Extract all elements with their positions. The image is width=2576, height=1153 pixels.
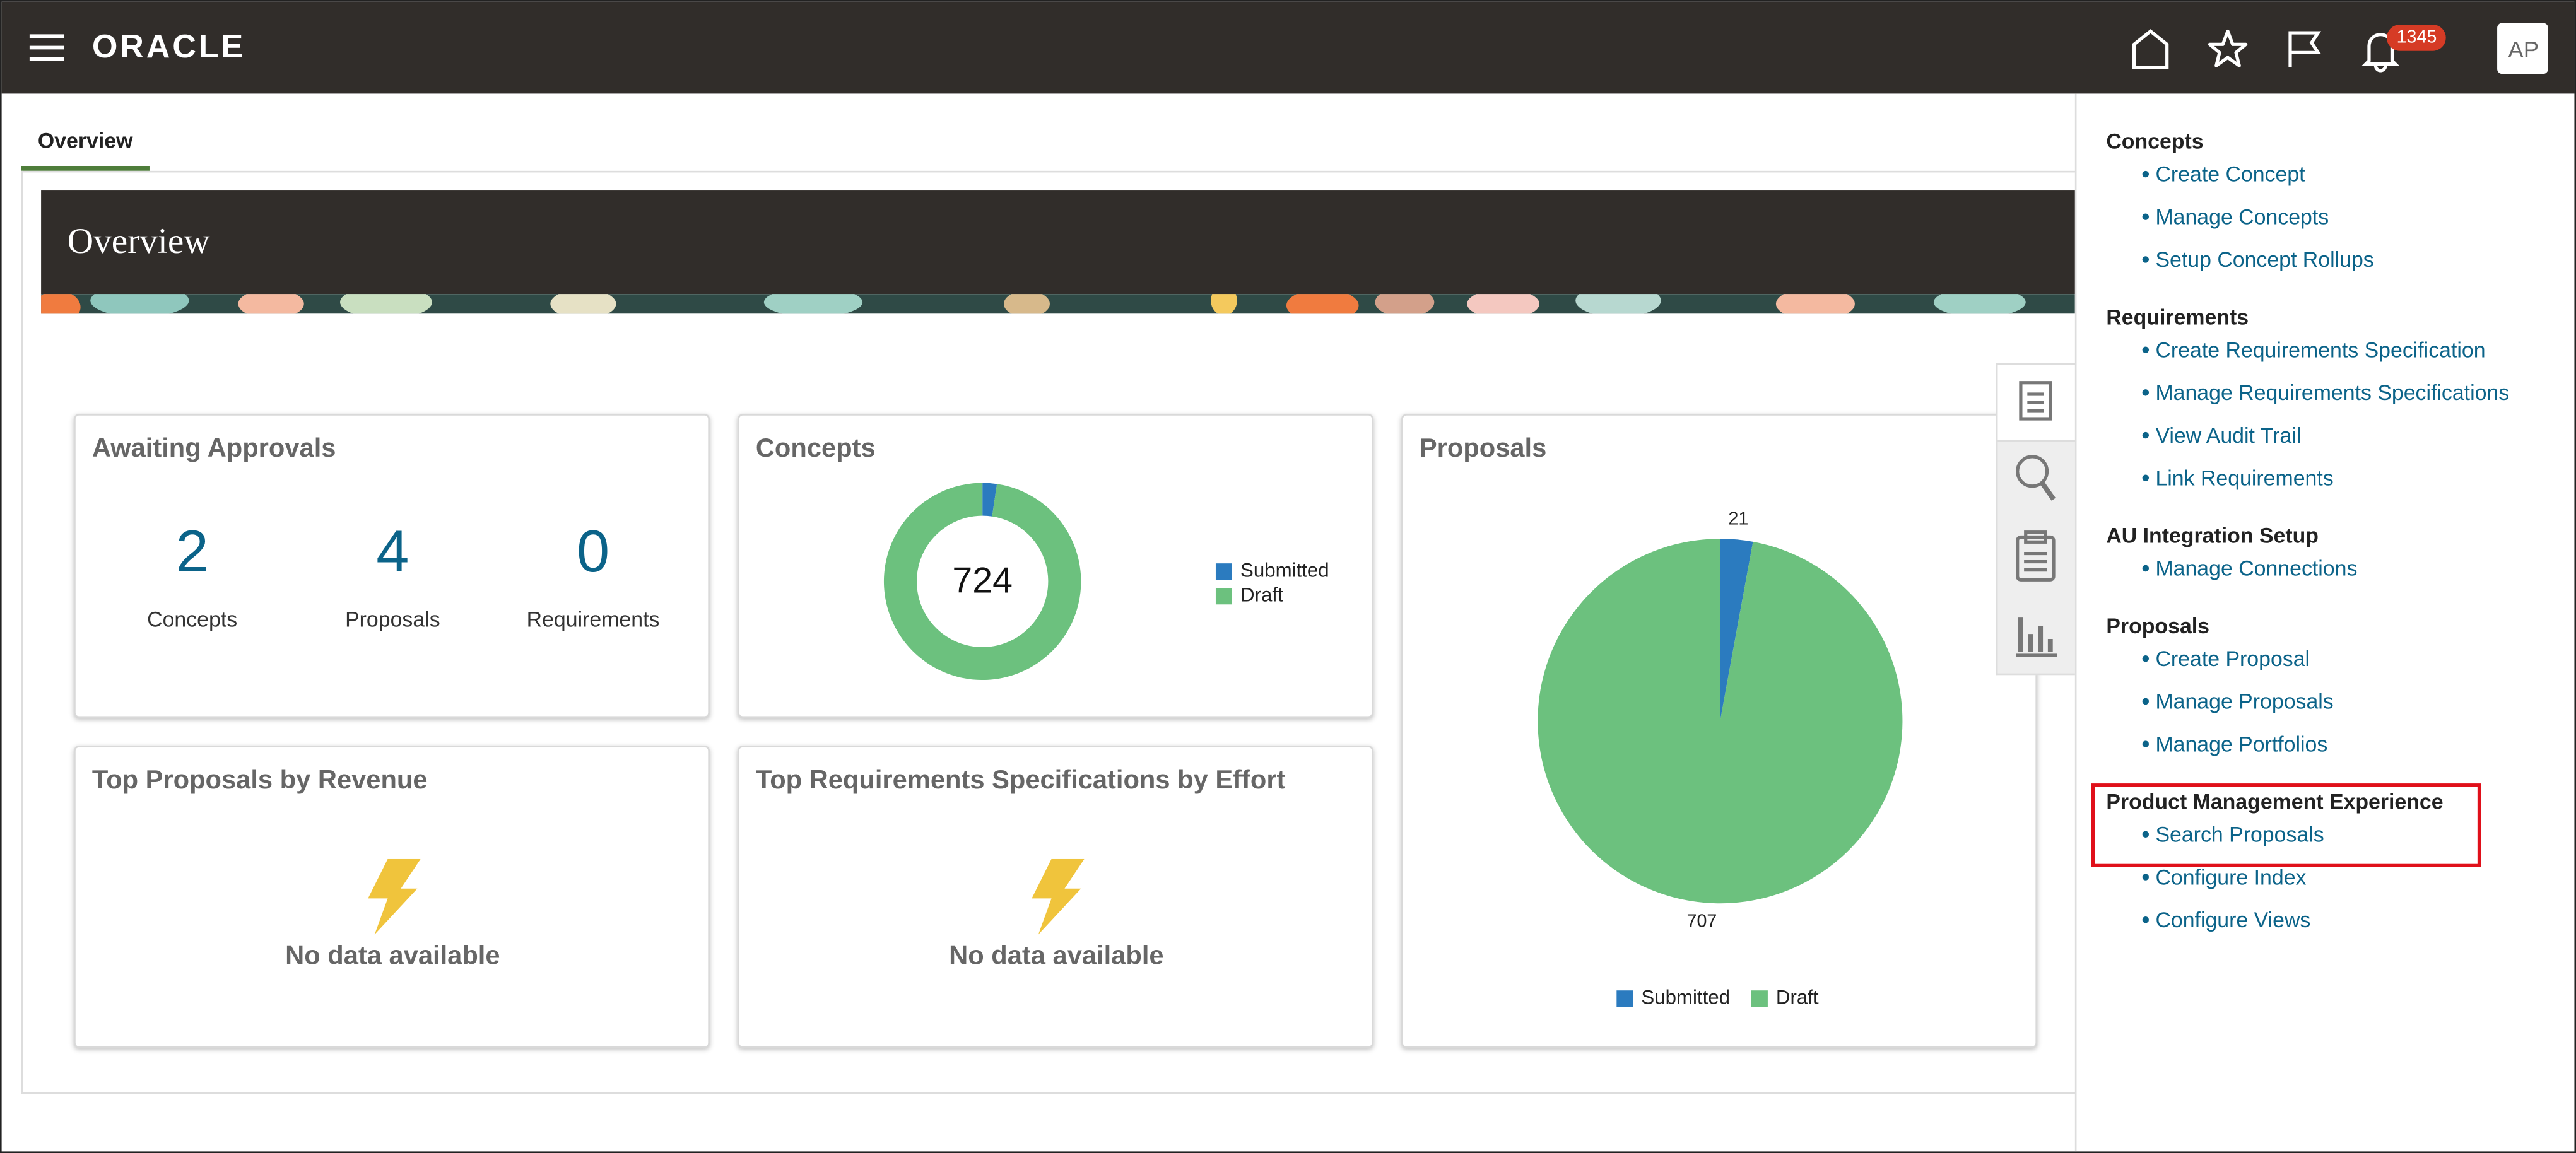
slice-label: 21 xyxy=(1728,509,1748,529)
card-title: Concepts xyxy=(755,435,876,464)
legend-label: Submitted xyxy=(1240,559,1329,581)
approval-count[interactable]: 2 xyxy=(175,517,209,585)
link-bullet xyxy=(2142,474,2150,481)
slice xyxy=(1720,539,1753,722)
awaiting-card: Awaiting Approvals 2 Concepts 4 Proposals 0 R… xyxy=(74,414,710,718)
nav-link[interactable]: Manage Proposals xyxy=(2155,689,2334,714)
link-bullet xyxy=(2142,874,2150,881)
side-panel: Concepts Create Concept Manage Concepts Set… xyxy=(2074,93,2575,1152)
legend-label: Draft xyxy=(1240,584,1283,606)
chart: Submitted Draft 724 xyxy=(883,483,1329,681)
legend-swatch xyxy=(1215,563,1233,580)
concepts-card: Concepts Submitted Draft 724 xyxy=(738,414,1373,718)
legend-swatch xyxy=(1616,990,1633,1007)
nav-link[interactable]: Configure Index xyxy=(2155,865,2307,890)
tool-icons xyxy=(2016,381,2057,657)
top-effort-card: Top Requirements Specifications by Effor… xyxy=(738,746,1373,1048)
favorites-icon[interactable] xyxy=(2208,29,2248,67)
legend-swatch xyxy=(1751,990,1768,1007)
analytics-icon[interactable] xyxy=(2016,617,2057,657)
donut-total: 724 xyxy=(952,561,1013,601)
content-frame xyxy=(21,170,2077,1094)
slice xyxy=(1538,539,1903,904)
card-title: Top Requirements Specifications by Effor… xyxy=(755,767,1286,795)
banner-title: Overview xyxy=(67,219,210,262)
no-data-message: No data available xyxy=(949,942,1164,971)
header xyxy=(1,1,2575,94)
card-title: Proposals xyxy=(1419,435,1547,464)
link-bullet xyxy=(2142,346,2150,353)
nav-link[interactable]: Setup Concept Rollups xyxy=(2155,247,2374,272)
menu-icon[interactable] xyxy=(28,31,67,64)
nav-link[interactable]: Search Proposals xyxy=(2155,822,2324,847)
logo[interactable]: ORACLE xyxy=(91,29,246,66)
section-title: Concepts xyxy=(2106,129,2204,154)
nav-link[interactable]: Manage Portfolios xyxy=(2155,732,2328,757)
tab[interactable]: Overview xyxy=(37,128,133,153)
card-title: Top Proposals by Revenue xyxy=(91,767,428,795)
nav-link[interactable]: Manage Requirements Specifications xyxy=(2155,380,2510,405)
link-bullet xyxy=(2142,916,2150,923)
section-title: Product Management Experience xyxy=(2106,789,2444,814)
nav-link[interactable]: Create Concept xyxy=(2155,161,2305,187)
link-bullet xyxy=(2142,389,2150,396)
legend-label: Submitted xyxy=(1641,986,1730,1008)
slice xyxy=(883,483,1081,681)
tab-underline xyxy=(21,166,150,171)
link-bullet xyxy=(2142,565,2150,572)
home-icon[interactable] xyxy=(2132,29,2169,69)
tasks-icon[interactable] xyxy=(2019,381,2052,421)
approval-label: Concepts xyxy=(147,607,238,632)
nav-link[interactable]: Manage Connections xyxy=(2155,556,2358,581)
link-bullet xyxy=(2142,740,2150,747)
chart: 21 Submitted 707 Draft xyxy=(1538,509,1903,1008)
nav-link[interactable]: View Audit Trail xyxy=(2155,423,2302,448)
link-bullet xyxy=(2142,831,2150,838)
notification-badge[interactable]: 1345 xyxy=(2386,25,2447,51)
approval-count[interactable]: 0 xyxy=(576,517,610,585)
section-title: Requirements xyxy=(2106,305,2249,330)
top-revenue-card: Top Proposals by Revenue No data availab… xyxy=(74,746,710,1048)
header-icons xyxy=(2132,29,2399,73)
link-bullet xyxy=(2142,213,2150,220)
card-title: Awaiting Approvals xyxy=(91,435,336,464)
approval-count[interactable]: 4 xyxy=(376,517,409,585)
link-bullet xyxy=(2142,256,2150,263)
link-bullet xyxy=(2142,170,2150,178)
slice xyxy=(982,483,997,517)
legend-swatch xyxy=(1215,588,1233,605)
link-bullet xyxy=(2142,655,2150,662)
no-data-icon xyxy=(1032,858,1085,935)
nav-link[interactable]: Link Requirements xyxy=(2155,465,2334,491)
section-title: AU Integration Setup xyxy=(2106,523,2319,548)
avatar[interactable] xyxy=(2497,23,2548,74)
search-icon[interactable] xyxy=(2016,455,2049,488)
nav-link[interactable]: Create Requirements Specification xyxy=(2155,337,2486,363)
slice-label: 707 xyxy=(1687,911,1717,932)
no-data-message: No data available xyxy=(285,942,500,971)
link-bullet xyxy=(2142,698,2150,705)
approval-label: Proposals xyxy=(345,607,440,632)
proposals-card: Proposals 21 Submitted 707 Draft xyxy=(1401,414,2037,1048)
legend-label: Draft xyxy=(1776,986,1819,1008)
no-data-icon xyxy=(368,858,421,935)
approval-label: Requirements xyxy=(526,607,660,632)
flag-icon[interactable] xyxy=(2288,31,2322,67)
nav-link[interactable]: Manage Concepts xyxy=(2155,204,2329,230)
highlight-box xyxy=(2091,783,2481,867)
section-title: Proposals xyxy=(2106,613,2210,638)
banner-strip xyxy=(41,294,2075,314)
clipboard-icon[interactable] xyxy=(2016,535,2056,582)
banner xyxy=(41,190,2075,295)
link-bullet xyxy=(2142,431,2150,439)
nav-link[interactable]: Create Proposal xyxy=(2155,646,2310,671)
avatar-initials: AP xyxy=(2508,36,2539,62)
nav-link[interactable]: Configure Views xyxy=(2155,907,2311,932)
